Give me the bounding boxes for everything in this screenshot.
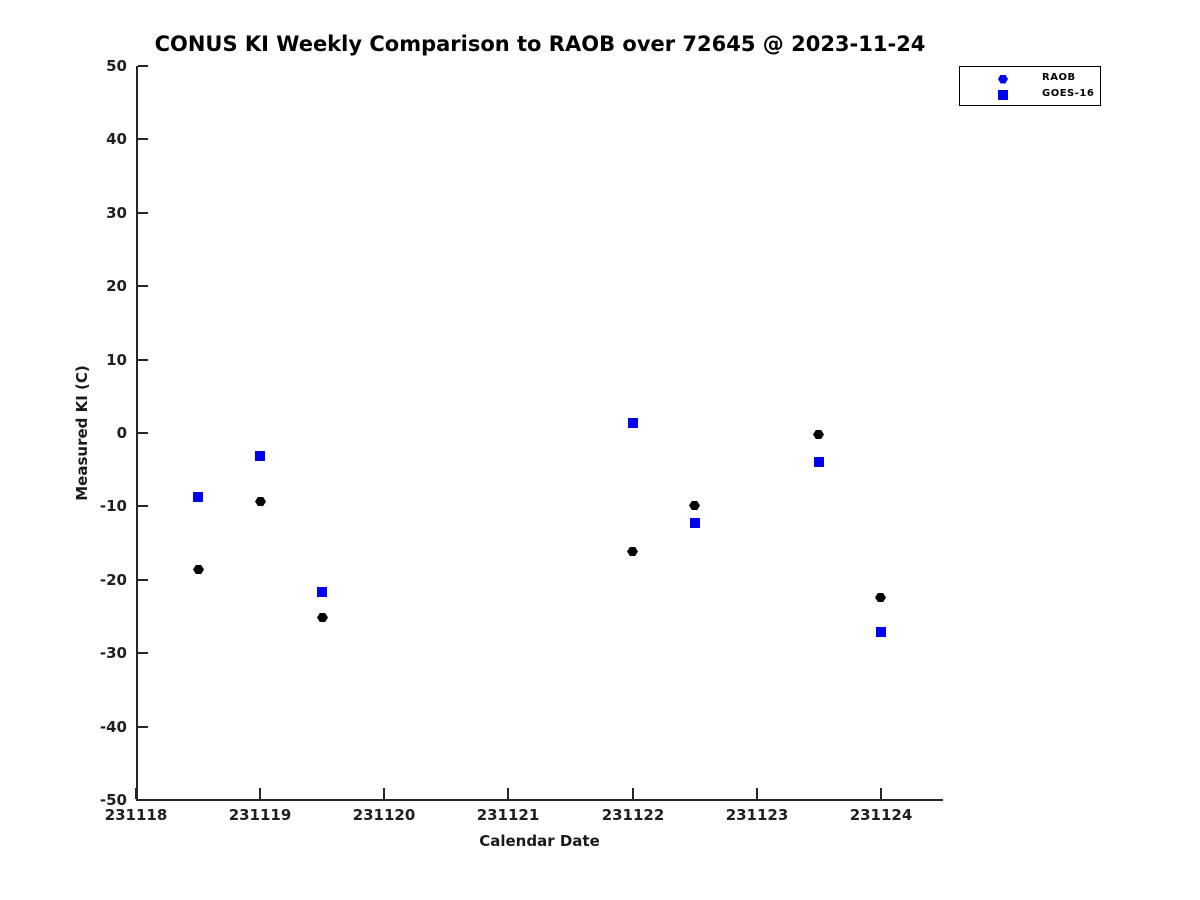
x-tick-label: 231119: [228, 806, 292, 824]
x-tick-label: 231123: [725, 806, 789, 824]
data-point-raob: [875, 593, 886, 602]
y-tick-label: -40: [99, 718, 127, 736]
data-point-goes16: [317, 587, 327, 597]
data-point-goes16: [814, 457, 824, 467]
x-tick-mark: [632, 788, 634, 799]
data-point-raob: [193, 565, 204, 574]
y-tick-label: 40: [106, 130, 127, 148]
chart-title: CONUS KI Weekly Comparison to RAOB over …: [154, 32, 926, 56]
y-tick-mark: [138, 285, 148, 287]
y-tick-mark: [138, 505, 148, 507]
x-tick-label: 231120: [352, 806, 416, 824]
y-tick-label: 0: [116, 424, 127, 442]
data-point-goes16: [876, 627, 886, 637]
goes16-square-icon: [998, 90, 1008, 100]
raob-legend-marker-cell: [996, 71, 1010, 87]
data-point-raob: [689, 501, 700, 510]
y-tick-mark: [138, 138, 148, 140]
y-tick-label: 10: [106, 351, 127, 369]
data-point-goes16: [193, 492, 203, 502]
legend-label-raob: RAOB: [1042, 72, 1076, 83]
x-tick-label: 231121: [476, 806, 540, 824]
y-tick-label: 50: [106, 57, 127, 75]
x-axis-label: Calendar Date: [479, 832, 600, 850]
y-tick-mark: [138, 652, 148, 654]
y-tick-mark: [138, 212, 148, 214]
x-tick-label: 231118: [104, 806, 168, 824]
data-point-raob: [255, 497, 266, 506]
legend-item-goes16: GOES-16: [960, 87, 1100, 103]
x-tick-mark: [383, 788, 385, 799]
y-tick-label: -10: [99, 497, 127, 515]
y-tick-mark: [138, 799, 148, 801]
y-tick-mark: [138, 359, 148, 361]
y-tick-label: 20: [106, 277, 127, 295]
legend-label-goes16: GOES-16: [1042, 88, 1095, 99]
y-tick-label: -20: [99, 571, 127, 589]
x-tick-label: 231124: [849, 806, 913, 824]
raob-hexagon-icon: [998, 74, 1008, 84]
legend-item-raob: RAOB: [960, 71, 1100, 87]
y-tick-label: -50: [99, 791, 127, 809]
y-tick-mark: [138, 432, 148, 434]
data-point-goes16: [255, 451, 265, 461]
x-axis-spine: [136, 799, 943, 801]
x-tick-mark: [259, 788, 261, 799]
data-point-raob: [627, 547, 638, 556]
y-tick-mark: [138, 579, 148, 581]
x-tick-label: 231122: [601, 806, 665, 824]
y-tick-label: -30: [99, 644, 127, 662]
x-tick-mark: [507, 788, 509, 799]
data-point-goes16: [628, 418, 638, 428]
data-point-raob: [317, 613, 328, 622]
y-tick-label: 30: [106, 204, 127, 222]
x-tick-mark: [756, 788, 758, 799]
goes16-legend-marker-cell: [996, 87, 1010, 103]
y-tick-mark: [138, 726, 148, 728]
y-tick-mark: [138, 65, 148, 67]
x-tick-mark: [880, 788, 882, 799]
data-point-goes16: [690, 518, 700, 528]
x-tick-mark: [135, 788, 137, 799]
y-axis-spine: [136, 66, 138, 801]
data-point-raob: [813, 430, 824, 439]
legend: RAOB GOES-16: [959, 66, 1101, 106]
